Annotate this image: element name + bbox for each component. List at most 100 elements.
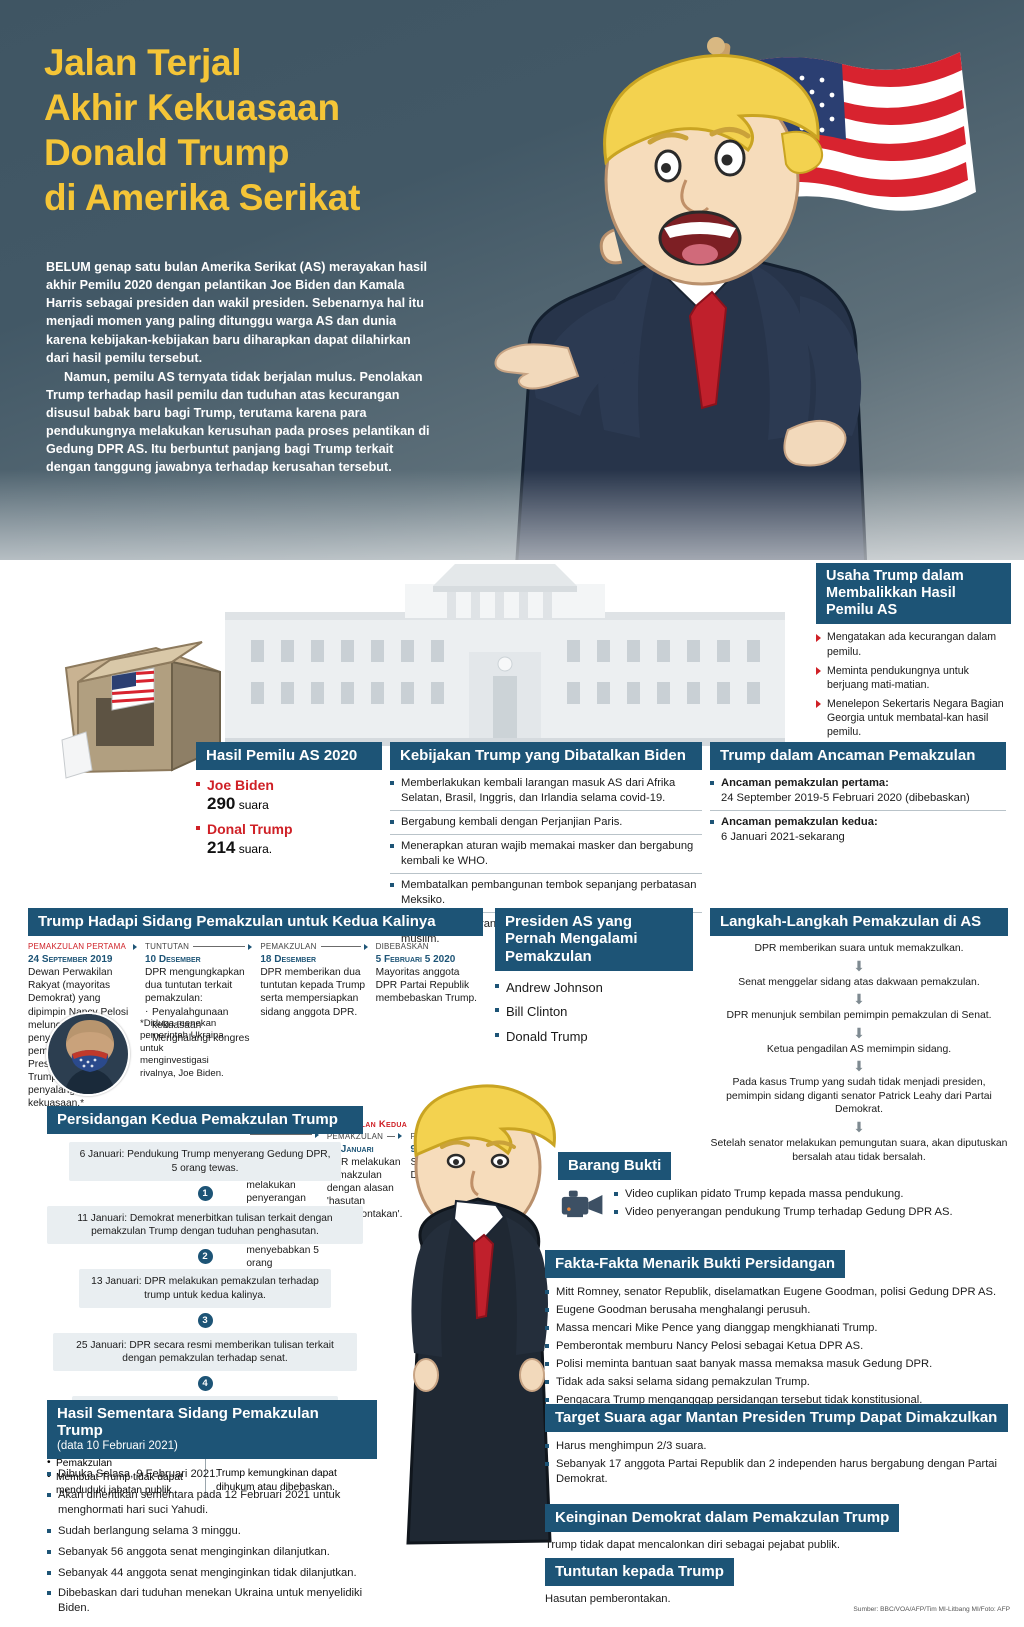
- step-box: 6 Januari: Pendukung Trump menyerang Ged…: [69, 1142, 341, 1181]
- list-item: Mengatakan ada kecurangan dalam pemilu.: [816, 630, 1011, 658]
- panel-hadapi-sidang: Trump Hadapi Sidang Pemakzulan untuk Ked…: [28, 908, 483, 1283]
- stage-label: Dibebaskan: [375, 942, 429, 952]
- list-item: Polisi meminta bantuan saat banyak massa…: [545, 1357, 1008, 1372]
- list-item: Donald Trump: [495, 1028, 693, 1045]
- panel-hasil-title: Hasil Pemilu AS 2020: [196, 742, 382, 771]
- sub-bullet: Penyalahgunaan kekuasaan: [145, 1005, 252, 1032]
- timeline-body: DPR mengungkapkan dua tuntutan terkait p…: [145, 967, 245, 1005]
- timeline-column: Tuntutan 10 Desember DPR mengungkapkan d…: [145, 942, 253, 1110]
- ancaman-list: Ancaman pemakzulan pertama: 24 September…: [710, 776, 1006, 845]
- panel-usaha-trump: Usaha Trump dalam Membalikkan Hasil Pemi…: [816, 563, 1011, 744]
- list-item: Dibuka Selasa, 9 Februari 2021.: [47, 1467, 377, 1482]
- source-credit: Sumber: BBC/VOA/AFP/Tim MI-Litbang MI/Fo…: [853, 1606, 1010, 1613]
- persidangan-steps: 6 Januari: Pendukung Trump menyerang Ged…: [47, 1142, 363, 1435]
- usaha-list: Mengatakan ada kecurangan dalam pemilu. …: [816, 630, 1011, 739]
- panel-target-title: Target Suara agar Mantan Presiden Trump …: [545, 1404, 1008, 1433]
- arrow-down-icon: ⬇: [853, 1024, 865, 1041]
- panel-fakta-title: Fakta-Fakta Menarik Bukti Persidangan: [545, 1250, 846, 1279]
- vote-unit: suara.: [238, 842, 273, 857]
- langkah-flow: DPR memberikan suara untuk memakzulkan. …: [710, 942, 1008, 1164]
- nancy-pelosi-photo: [46, 1012, 130, 1096]
- timeline-column: Pemakzulan 18 Desember DPR memberikan du…: [260, 942, 368, 1110]
- panel-kebijakan-title: Kebijakan Trump yang Dibatalkan Biden: [390, 742, 702, 771]
- flow-step: DPR memberikan suara untuk memakzulkan.: [754, 943, 964, 955]
- timeline-first-round: Pemakzulan Pertama 24 September 2019 Dew…: [28, 942, 483, 1110]
- ancaman-text: 24 September 2019-5 Februari 2020 (dibeb…: [721, 792, 970, 805]
- panel-barang-bukti: Barang Bukti Video cuplikan pidato Trump…: [558, 1152, 1008, 1223]
- list-item: Sebanyak 56 anggota senat menginginkan d…: [47, 1545, 377, 1560]
- fakta-list: Mitt Romney, senator Republik, diselamat…: [545, 1285, 1008, 1407]
- stage-label: Pemakzulan: [260, 942, 317, 952]
- list-item: Harus menghimpun 2/3 suara.: [545, 1439, 1008, 1454]
- timeline-stage: Pemakzulan: [327, 1132, 403, 1141]
- panel-bukti-title: Barang Bukti: [558, 1152, 672, 1181]
- ballot-box-illustration: [61, 641, 221, 779]
- presiden-list: Andrew Johnson Bill Clinton Donald Trump: [495, 979, 693, 1045]
- list-item: Video penyerangan pendukung Trump terhad…: [614, 1205, 1008, 1220]
- title-line-1: Jalan Terjal: [44, 42, 242, 83]
- list-item: Sebanyak 17 anggota Partai Republik dan …: [545, 1457, 1008, 1487]
- timeline-stage: [246, 1131, 319, 1138]
- list-item: Pengacara Trump menganggap persidangan t…: [545, 1393, 1008, 1408]
- list-item: Membatalkan pembangunan tembok sepanjang…: [390, 872, 702, 908]
- timeline-stage: Pemakzulan Pertama: [28, 942, 137, 951]
- candidate-votes: 214 suara.: [207, 838, 382, 858]
- panel-langkah-pemakzulan: Langkah-Langkah Pemakzulan di AS DPR mem…: [710, 908, 1008, 1164]
- list-item: Sudah berlangung selama 3 minggu.: [47, 1524, 377, 1539]
- list-item: Mitt Romney, senator Republik, diselamat…: [545, 1285, 1008, 1300]
- list-item: Ancaman pemakzulan kedua: 6 Januari 2021…: [710, 810, 1006, 845]
- title-line-2: Akhir Kekuasaan: [44, 87, 340, 129]
- tuntutan-list: Pemakzulan Membuat Trump tidak dapat men…: [47, 1456, 197, 1497]
- flow-step: DPR menunjuk sembilan pemimpin pemakzula…: [726, 1010, 992, 1022]
- sub-bullet: Menghalangi kongres: [145, 1031, 252, 1045]
- vote-count: 290: [207, 794, 236, 814]
- ancaman-label: Ancaman pemakzulan pertama:: [721, 777, 889, 790]
- panel-fakta-persidangan: Fakta-Fakta Menarik Bukti Persidangan Mi…: [545, 1250, 1008, 1411]
- timeline-date: 5 Februari 5 2020: [375, 954, 456, 966]
- flow-step: Setelah senator melakukan pemungutan sua…: [710, 1138, 1008, 1163]
- panel-ancaman: Trump dalam Ancaman Pemakzulan Ancaman p…: [710, 742, 1006, 849]
- step-number: 3: [197, 1312, 213, 1328]
- timeline-stage: Dibebaskan: [376, 942, 483, 951]
- panel-keinginan-title: Keinginan Demokrat dalam Pemakzulan Trum…: [545, 1504, 900, 1533]
- panel-hasil-pemilu: Hasil Pemilu AS 2020 Joe Biden 290 suara…: [196, 742, 382, 858]
- timeline-text: Mayoritas anggota DPR Partai Republik me…: [375, 967, 478, 1005]
- stage-label: Pemakzulan: [326, 1131, 384, 1141]
- list-item: Pemakzulan: [47, 1456, 197, 1470]
- flow-step: Pada kasus Trump yang sudah tidak menjad…: [726, 1077, 992, 1116]
- panel-target-suara: Target Suara agar Mantan Presiden Trump …: [545, 1404, 1008, 1490]
- panel-presiden-pemakzulan: Presiden AS yang Pernah Mengalami Pemakz…: [495, 908, 693, 1052]
- list-item: Menerapkan aturan wajib memakai masker d…: [390, 834, 702, 869]
- list-item: Eugene Goodman berusaha menghalangi peru…: [545, 1303, 1008, 1318]
- bukti-content: Video cuplikan pidato Trump kepada massa…: [558, 1187, 1008, 1223]
- list-item: Meminta pendukungnya untuk berjuang mati…: [816, 664, 1011, 692]
- panel-presiden-title: Presiden AS yang Pernah Mengalami Pemakz…: [495, 908, 693, 972]
- timeline-column: Pemakzulan 13 Januari DPR melakukan pema…: [327, 1132, 403, 1283]
- list-item: Sebanyak 44 anggota senat menginginkan t…: [47, 1566, 377, 1581]
- timeline-column: Dibebaskan 5 Februari 5 2020 Mayoritas a…: [376, 942, 483, 1110]
- candidate-result: Donal Trump 214 suara.: [196, 821, 382, 858]
- vote-unit: suara: [238, 798, 269, 813]
- list-item: Massa mencari Mike Pence yang dianggap m…: [545, 1321, 1008, 1336]
- arrow-down-icon: ⬇: [853, 1119, 865, 1135]
- title-line-4: di Amerika Serikat: [44, 177, 361, 219]
- panel-hadapi-title: Trump Hadapi Sidang Pemakzulan untuk Ked…: [28, 908, 483, 937]
- timeline-text: DPR mengungkapkan dua tuntutan terkait p…: [145, 966, 252, 1044]
- timeline-date: 24 September 2019: [28, 954, 113, 966]
- arrow-down-icon: ⬇: [853, 957, 865, 974]
- panel-sementara-title: Hasil Sementara Sidang Pemakzulan Trump …: [47, 1400, 377, 1460]
- timeline-date: 13 Januari: [326, 1143, 374, 1155]
- title-line-3: Donald Trump: [44, 132, 290, 174]
- list-item: Andrew Johnson: [495, 979, 693, 996]
- step-number: 4: [197, 1376, 213, 1392]
- timeline-date: 10 Desember: [145, 954, 201, 966]
- list-item: Dibebaskan dari tuduhan menekan Ukraina …: [47, 1586, 377, 1616]
- ancaman-text: 6 Januari 2021-sekarang: [721, 831, 845, 844]
- list-item: Ancaman pemakzulan pertama: 24 September…: [710, 776, 1006, 806]
- white-house-illustration: [225, 564, 785, 746]
- list-item: Bill Clinton: [495, 1003, 693, 1020]
- panel-ancaman-title: Trump dalam Ancaman Pemakzulan: [710, 742, 1006, 771]
- timeline-text: DPR memberikan dua tuntutan kepada Trump…: [260, 967, 366, 1018]
- list-item: Tidak ada saksi selama sidang pemakzulan…: [545, 1375, 1008, 1390]
- sementara-list: Dibuka Selasa, 9 Februari 2021. Akan dih…: [47, 1467, 377, 1616]
